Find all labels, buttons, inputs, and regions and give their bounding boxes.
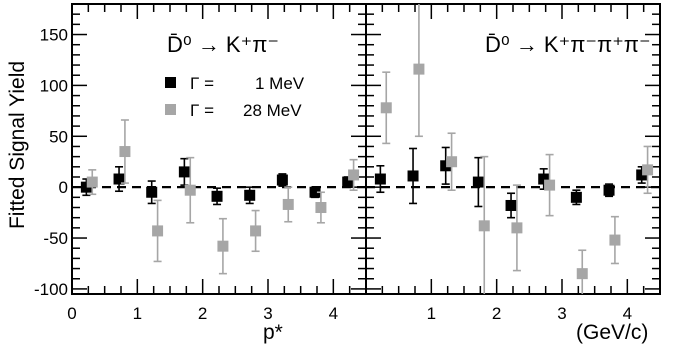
- marker: [211, 190, 223, 202]
- marker: [609, 234, 621, 246]
- marker: [440, 160, 452, 172]
- marker: [342, 176, 354, 188]
- x-tick-label: 2: [492, 304, 501, 323]
- marker: [544, 179, 556, 191]
- data-point-left-g28: [184, 156, 196, 224]
- data-point-right-g1: [374, 164, 386, 194]
- marker: [472, 176, 484, 188]
- x-tick-label: 1: [427, 304, 436, 323]
- marker: [113, 173, 125, 185]
- marker: [538, 173, 550, 185]
- marker: [184, 184, 196, 196]
- data-point-right-g1: [472, 156, 484, 208]
- marker: [374, 173, 386, 185]
- data-point-right-g1: [636, 166, 648, 184]
- panel-title-left: D̄⁰ → K⁺π⁻: [167, 32, 279, 57]
- data-point-right-g28: [642, 145, 654, 195]
- legend-prefix-28mev: Γ =: [190, 101, 214, 120]
- data-point-right-g1: [440, 146, 452, 185]
- marker: [244, 189, 256, 201]
- data-point-right-g28: [544, 153, 556, 217]
- marker: [86, 176, 98, 188]
- data-point-right-g28: [380, 71, 392, 145]
- marker: [282, 198, 294, 210]
- data-point-left-g28: [217, 217, 229, 275]
- marker: [505, 199, 517, 211]
- data-point-left-g1: [113, 166, 125, 193]
- marker: [309, 186, 321, 198]
- data-point-left-g28: [152, 199, 164, 263]
- data-point-right-g1: [407, 147, 419, 205]
- data-point-right-g28: [413, 4, 425, 138]
- data-point-left-g28: [250, 209, 262, 253]
- data-point-right-g1: [570, 189, 582, 206]
- data-point-right-g28: [511, 184, 523, 272]
- marker: [80, 181, 92, 193]
- marker: [178, 166, 190, 178]
- data-point-left-g28: [315, 191, 327, 224]
- legend-value-1mev: 1 MeV: [255, 74, 305, 93]
- marker: [276, 174, 288, 186]
- legend-marker-28mev: [165, 104, 176, 115]
- x-tick-label: 3: [263, 304, 272, 323]
- data-point-left-g28: [282, 186, 294, 223]
- x-axis-label-unit: (GeV/c): [576, 321, 648, 344]
- y-tick-label: 100: [40, 76, 68, 95]
- marker: [570, 191, 582, 203]
- marker: [146, 186, 158, 198]
- x-tick-label: 3: [557, 304, 566, 323]
- data-point-left-g28: [119, 119, 131, 184]
- data-point-right-g1: [505, 192, 517, 219]
- y-tick-label: 0: [59, 178, 68, 197]
- data-point-left-g1: [244, 186, 256, 205]
- x-tick-label: 4: [623, 304, 632, 323]
- marker: [446, 156, 458, 168]
- marker: [407, 170, 419, 182]
- marker: [250, 225, 262, 237]
- marker: [576, 268, 588, 280]
- y-tick-label: 50: [49, 127, 68, 146]
- data-point-right-g1: [603, 183, 615, 198]
- x-tick-label: 2: [198, 304, 207, 323]
- legend-prefix-1mev: Γ =: [190, 74, 214, 93]
- data-point-left-g1: [211, 187, 223, 206]
- data-point-right-g28: [446, 132, 458, 192]
- marker: [152, 225, 164, 237]
- x-tick-label: 0: [67, 304, 76, 323]
- marker: [119, 146, 131, 158]
- data-point-right-g28: [478, 155, 490, 294]
- x-tick-label: 4: [329, 304, 338, 323]
- marker: [478, 220, 490, 232]
- data-point-left-g1: [309, 186, 321, 199]
- marker: [636, 169, 648, 181]
- data-point-right-g28: [576, 249, 588, 294]
- y-tick-label: -50: [43, 229, 68, 248]
- y-axis-label: Fitted Signal Yield: [6, 61, 29, 229]
- marker: [348, 169, 360, 181]
- legend-marker-1mev: [165, 77, 176, 88]
- x-axis-label-p: p*: [263, 321, 283, 344]
- data-point-left-g1: [276, 173, 288, 187]
- data-point-left-g1: [178, 157, 190, 186]
- marker: [642, 164, 654, 176]
- data-point-right-g28: [609, 215, 621, 265]
- panel-title-right: D̄⁰ → K⁺π⁻π⁺π⁻: [485, 32, 651, 57]
- y-tick-label: -100: [34, 280, 68, 299]
- legend-value-28mev: 28 MeV: [243, 101, 302, 120]
- marker: [413, 63, 425, 75]
- marker: [603, 184, 615, 196]
- data-point-left-g28: [348, 158, 360, 192]
- marker: [315, 202, 327, 214]
- marker: [380, 102, 392, 114]
- x-tick-label: 1: [133, 304, 142, 323]
- marker: [511, 222, 523, 234]
- data-point-left-g1: [146, 180, 158, 205]
- data-point-left-g28: [86, 169, 98, 196]
- marker: [217, 240, 229, 252]
- y-tick-label: 150: [40, 26, 68, 45]
